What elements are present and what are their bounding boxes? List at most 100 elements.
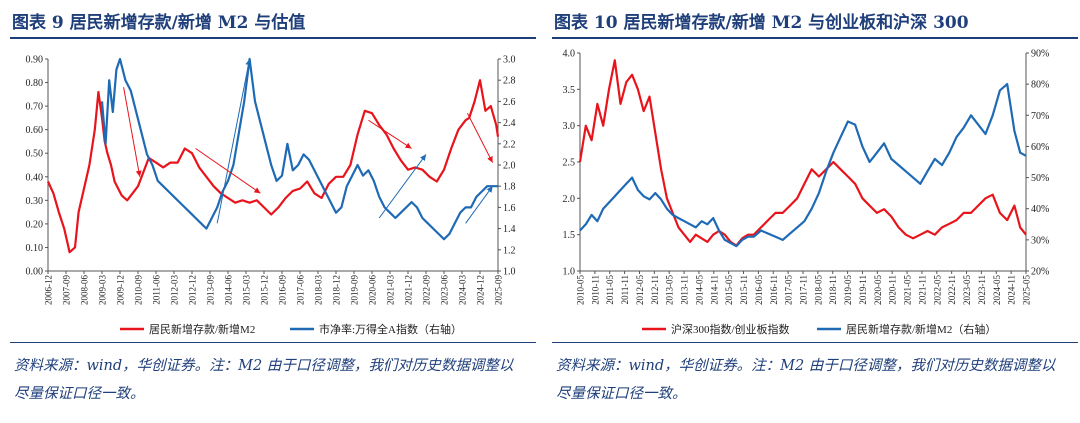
y-tick-label-left: 0.10 [26, 243, 44, 254]
y-tick-label-left: 0.70 [26, 102, 44, 113]
y-tick-label-left: 0.60 [26, 125, 44, 136]
y-tick-label-right: 2.4 [503, 118, 516, 129]
x-tick-label: 2020-06 [368, 275, 378, 305]
y-tick-label-right: 30% [1031, 235, 1049, 246]
x-tick-label: 2012-05 [635, 275, 645, 305]
x-tick-label: 2016-05 [754, 275, 764, 305]
x-tick-label: 2020-11 [888, 275, 898, 305]
x-tick-label: 2008-06 [80, 275, 90, 305]
x-tick-label: 2017-05 [784, 275, 794, 305]
x-tick-label: 2011-05 [605, 275, 615, 305]
x-tick-label: 2014-11 [709, 275, 719, 305]
x-tick-label: 2015-12 [260, 275, 270, 305]
x-tick-label: 2022-11 [947, 275, 957, 305]
panel-title: 图表 9 居民新增存款/新增 M2 与估值 [12, 13, 306, 33]
x-tick-label: 2009-12 [116, 275, 126, 305]
x-tick-label: 2011-11 [620, 275, 630, 304]
x-tick-label: 2021-11 [917, 275, 927, 305]
x-tick-label: 2018-03 [314, 275, 324, 305]
y-tick-label-left: 2.5 [563, 158, 576, 169]
chart-panel-2: 图表 10 居民新增存款/新增 M2 与创业板和沪深 300 1.0 1.5 2.0… [552, 0, 1078, 423]
y-tick-label-right: 90% [1031, 49, 1049, 60]
x-tick-label: 2024-12 [476, 275, 486, 305]
x-tick-label: 2023-11 [977, 275, 987, 305]
source-note: 资料来源：wind，华创证券。注：M2 由于口径调整，我们对历史数据调整以尽量保… [14, 358, 514, 402]
source-rule [552, 342, 1078, 343]
x-tick-label: 2015-05 [724, 275, 734, 305]
x-tick-label: 2010-09 [134, 275, 144, 305]
x-tick-label: 2013-11 [680, 275, 690, 305]
y-tick-label-right: 60% [1031, 142, 1049, 153]
x-tick-label: 2018-11 [828, 275, 838, 305]
x-tick-label: 2017-11 [799, 275, 809, 305]
trend-arrow-red [123, 87, 142, 177]
trend-arrow-blue [378, 154, 427, 219]
x-tick-label: 2013-09 [206, 275, 216, 305]
x-tick-label: 2010-11 [590, 275, 600, 305]
x-tick-label: 2022-09 [422, 275, 432, 305]
series-line-1 [578, 59, 1027, 247]
y-tick-label-right: 1.0 [503, 267, 516, 278]
legend-label: 居民新增存款/新增M2（右轴） [846, 322, 996, 336]
y-tick-label-right: 1.4 [503, 224, 516, 235]
x-tick-label: 2013-05 [665, 275, 675, 305]
y-tick-label-right: 70% [1031, 111, 1049, 122]
x-tick-label: 2016-09 [278, 275, 288, 305]
x-tick-label: 2021-03 [386, 275, 396, 305]
source-rule [10, 342, 536, 343]
x-tick-label: 2018-05 [813, 275, 823, 305]
panel-title: 图表 10 居民新增存款/新增 M2 与创业板和沪深 300 [554, 13, 969, 33]
x-tick-label: 2019-05 [843, 275, 853, 305]
x-tick-label: 2022-05 [932, 275, 942, 305]
y-tick-label-left: 0.30 [26, 196, 44, 207]
x-tick-label: 2025-09 [494, 275, 504, 305]
y-tick-label-right: 2.2 [503, 139, 516, 150]
x-tick-label: 2023-05 [962, 275, 972, 305]
y-tick-label-right: 1.6 [503, 203, 516, 214]
title-rule [10, 37, 536, 39]
y-tick-label-left: 0.80 [26, 78, 44, 89]
x-tick-label: 2016-11 [769, 275, 779, 305]
x-tick-label: 2011-06 [152, 275, 162, 305]
series-line-2 [579, 82, 1027, 248]
x-tick-label: 2017-06 [296, 275, 306, 305]
line-chart: 0.00 0.10 0.20 0.30 0.40 0.50 0.60 0.70 0.80 0.90… [26, 55, 516, 337]
y-tick-label-left: 3.0 [563, 121, 576, 132]
x-tick-label: 2019-11 [858, 275, 868, 305]
x-tick-label: 2012-11 [650, 275, 660, 305]
series-line-2 [100, 57, 498, 241]
y-tick-label-left: 1.5 [563, 230, 576, 241]
x-tick-label: 2014-06 [224, 275, 234, 305]
trend-arrow-blue [465, 185, 494, 224]
y-tick-label-right: 1.8 [503, 182, 516, 193]
trend-arrow-red [368, 119, 412, 149]
y-tick-label-right: 20% [1031, 267, 1049, 278]
y-tick-label-right: 2.0 [503, 161, 516, 172]
trend-arrow-red [466, 112, 494, 163]
source-note: 资料来源：wind，华创证券。注：M2 由于口径调整，我们对历史数据调整以尽量保… [556, 358, 1056, 402]
chart-panel-1: 图表 9 居民新增存款/新增 M2 与估值 0.00 0.10 0.20 0.30 0.… [10, 0, 536, 423]
x-tick-label: 2015-03 [242, 275, 252, 305]
legend-label: 市净率:万得全A指数（右轴） [319, 322, 462, 336]
x-tick-label: 2024-05 [992, 275, 1002, 305]
x-tick-label: 2012-03 [170, 275, 180, 305]
y-tick-label-right: 3.0 [503, 55, 516, 66]
x-tick-label: 2024-11 [1007, 275, 1017, 305]
x-tick-label: 2023-06 [440, 275, 450, 305]
y-tick-label-left: 0.90 [26, 55, 44, 66]
y-tick-label-right: 2.8 [503, 76, 516, 87]
x-tick-label: 2024-03 [458, 275, 468, 305]
x-tick-label: 2010-05 [576, 275, 586, 305]
x-tick-label: 2019-09 [350, 275, 360, 305]
y-tick-label-right: 80% [1031, 80, 1049, 91]
y-tick-label-right: 1.2 [503, 245, 516, 256]
x-tick-label: 2015-11 [739, 275, 749, 305]
y-tick-label-left: 0.40 [26, 172, 44, 183]
x-tick-label: 2014-05 [694, 275, 704, 305]
y-tick-label-right: 40% [1031, 204, 1049, 215]
y-tick-label-left: 1.0 [563, 267, 576, 278]
x-tick-label: 2007-09 [62, 275, 72, 305]
title-rule [552, 37, 1078, 39]
legend-label: 沪深300指数/创业板指数 [671, 322, 790, 336]
y-tick-label-right: 50% [1031, 173, 1049, 184]
